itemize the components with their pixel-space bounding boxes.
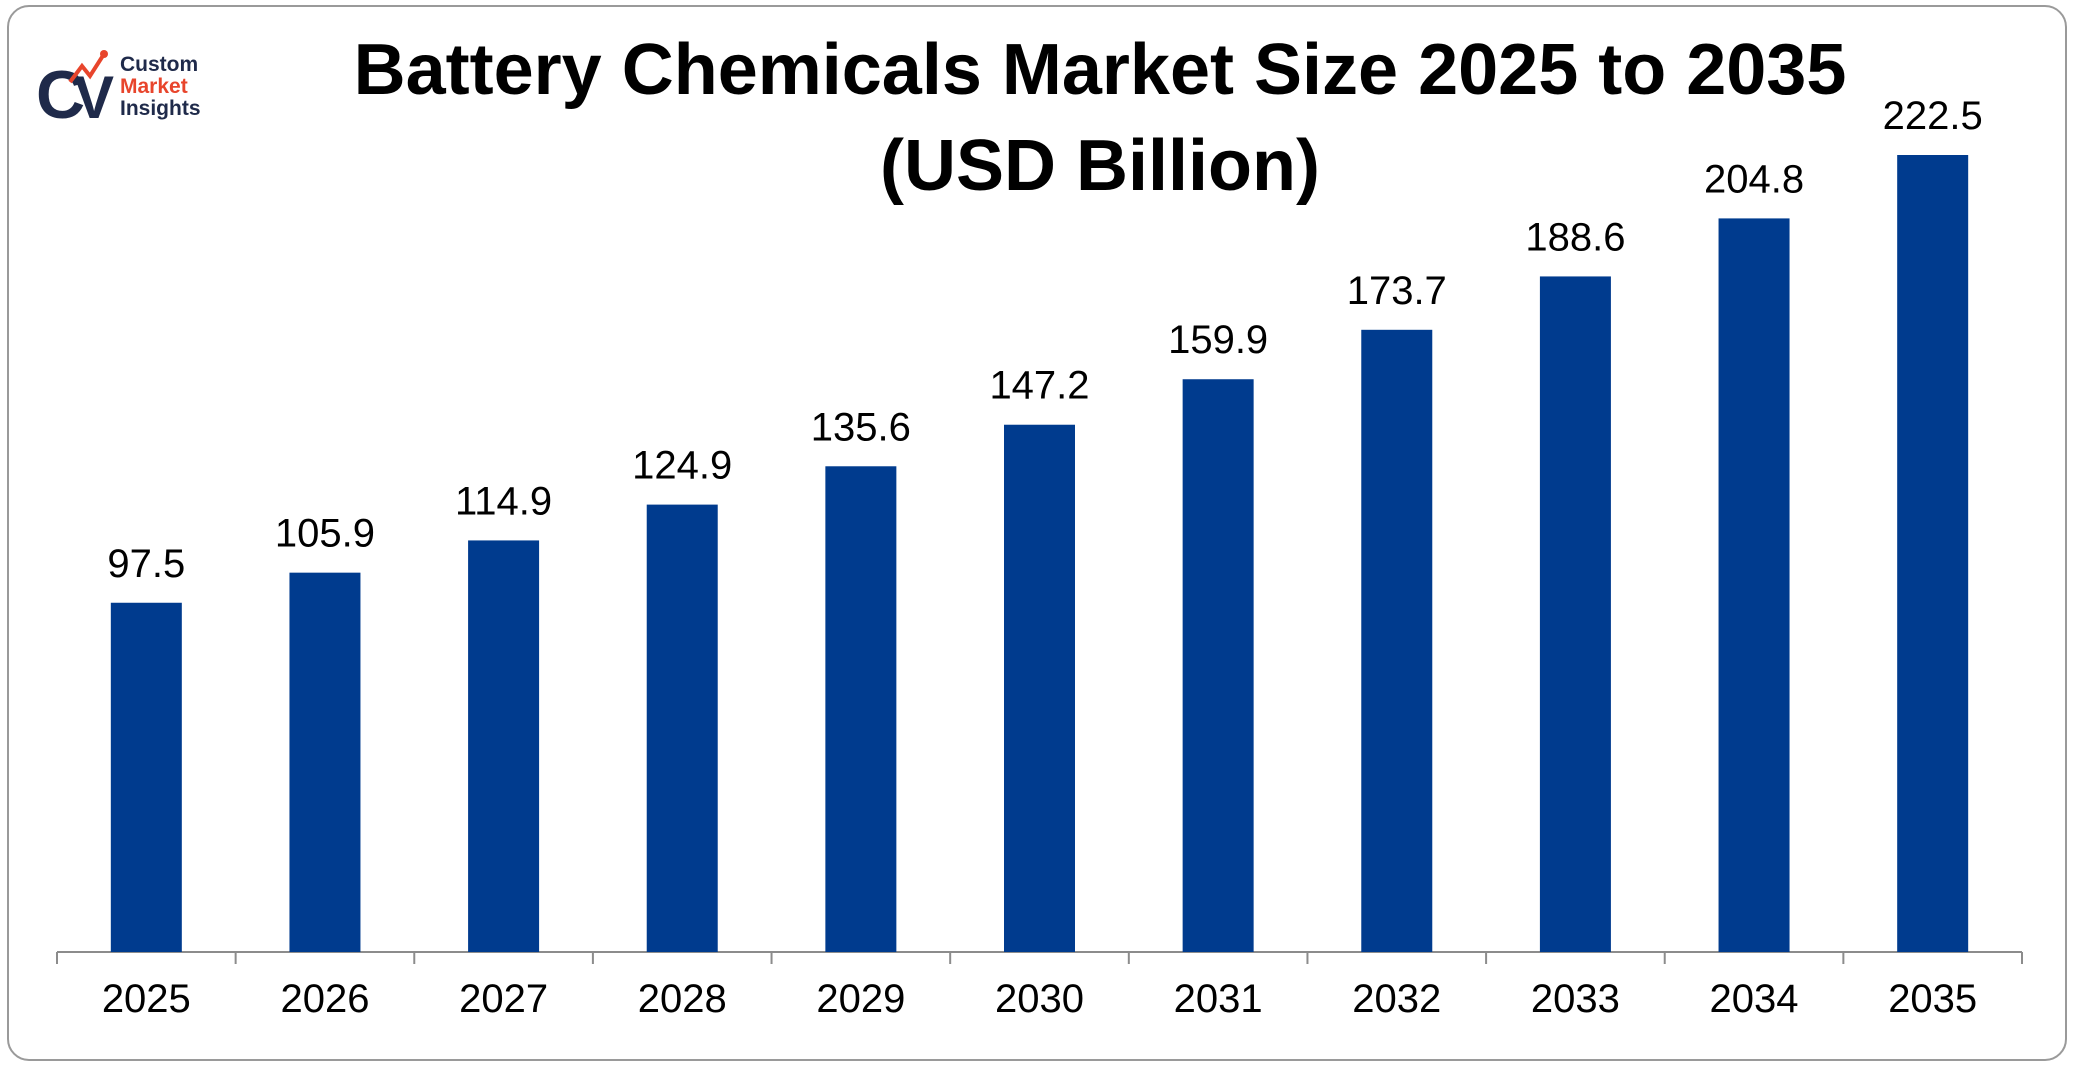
x-tick-label-2031: 2031 bbox=[1174, 977, 1263, 1021]
bar-value-label-2035: 222.5 bbox=[1883, 94, 1983, 138]
logo-line-market: Market bbox=[120, 75, 188, 98]
logo-cmi-mark: C VI bbox=[36, 50, 118, 128]
bar-2031 bbox=[1182, 379, 1254, 952]
svg-text:C: C bbox=[36, 57, 85, 128]
bar-value-label-2034: 204.8 bbox=[1704, 157, 1804, 201]
logo-line-custom: Custom bbox=[120, 53, 199, 76]
bar-2027 bbox=[468, 540, 540, 952]
logo-line-insights: Insights bbox=[120, 97, 201, 120]
x-tick-label-2035: 2035 bbox=[1888, 977, 1977, 1021]
bar-2033 bbox=[1539, 276, 1611, 953]
bar-2034 bbox=[1718, 218, 1790, 952]
bar-value-label-2030: 147.2 bbox=[989, 364, 1089, 408]
svg-text:VI: VI bbox=[74, 64, 118, 128]
bar-value-label-2033: 188.6 bbox=[1525, 215, 1625, 259]
bar-value-label-2025: 97.5 bbox=[107, 542, 185, 586]
x-tick-label-2030: 2030 bbox=[995, 977, 1084, 1021]
bar-2032 bbox=[1361, 329, 1433, 952]
bar-value-label-2027: 114.9 bbox=[455, 479, 552, 523]
bar-2026 bbox=[289, 572, 361, 952]
bar-value-label-2026: 105.9 bbox=[275, 512, 375, 556]
x-tick-label-2034: 2034 bbox=[1710, 977, 1799, 1021]
bar-value-label-2032: 173.7 bbox=[1347, 269, 1447, 313]
bar-2028 bbox=[646, 504, 718, 952]
x-tick-label-2027: 2027 bbox=[459, 977, 548, 1021]
x-tick-label-2028: 2028 bbox=[638, 977, 727, 1021]
logo-text: Custom Market Insights bbox=[120, 54, 201, 120]
bar-2035 bbox=[1897, 155, 1969, 952]
x-tick-label-2025: 2025 bbox=[102, 977, 191, 1021]
company-logo: C VI Custom Market Insights bbox=[34, 48, 224, 128]
bar-2029 bbox=[825, 466, 897, 952]
x-tick-label-2032: 2032 bbox=[1352, 977, 1441, 1021]
bar-2025 bbox=[110, 602, 182, 952]
chart-title-line2: (USD Billion) bbox=[880, 126, 1320, 206]
bar-2030 bbox=[1004, 424, 1075, 952]
x-tick-label-2033: 2033 bbox=[1531, 977, 1620, 1021]
bar-value-label-2031: 159.9 bbox=[1168, 318, 1268, 362]
chart-title-line1: Battery Chemicals Market Size 2025 to 20… bbox=[353, 30, 1847, 110]
x-tick-label-2029: 2029 bbox=[816, 977, 905, 1021]
bar-value-label-2028: 124.9 bbox=[632, 444, 732, 488]
chart-title: Battery Chemicals Market Size 2025 to 20… bbox=[300, 22, 1900, 214]
bar-value-label-2029: 135.6 bbox=[811, 405, 911, 449]
x-tick-label-2026: 2026 bbox=[280, 977, 369, 1021]
